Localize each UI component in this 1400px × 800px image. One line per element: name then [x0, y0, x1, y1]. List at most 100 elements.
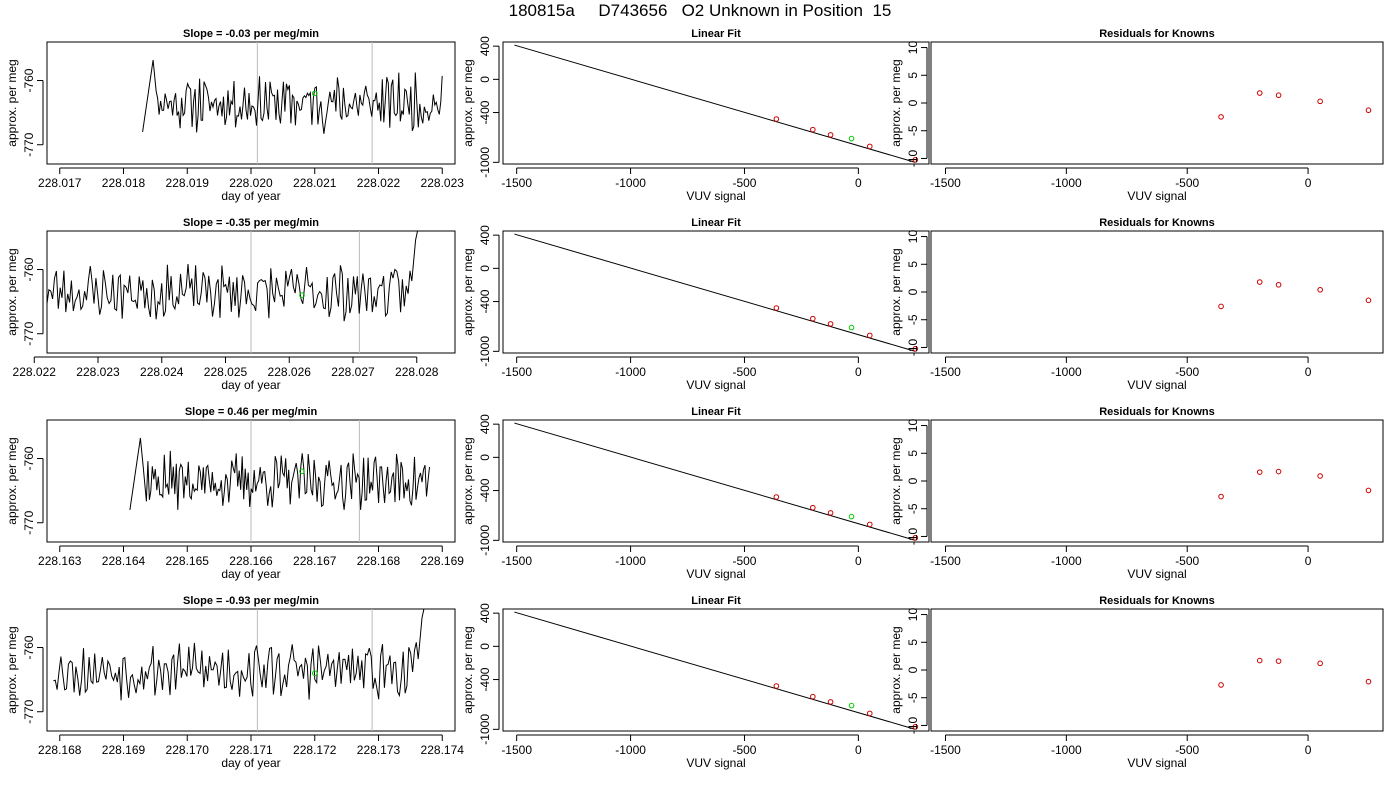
y-axis-label: approx. per meg [889, 626, 903, 713]
linear-fit-title: Linear Fit [691, 217, 741, 229]
y-tick-label: -400 [478, 667, 492, 691]
fit-line [514, 422, 916, 541]
known-standard-point [773, 116, 780, 122]
known-standard-point [912, 345, 919, 352]
y-tick-label: 5 [906, 639, 920, 646]
fit-line [514, 611, 916, 730]
x-tick-label: 228.027 [331, 365, 375, 379]
time-series-plot-frame [46, 41, 456, 165]
x-tick-label: 228.022 [13, 365, 57, 379]
x-axis-label: VUV signal [1127, 756, 1186, 770]
x-tick-label: -500 [732, 176, 756, 190]
y-tick-label: 5 [906, 72, 920, 79]
x-tick-label: -1000 [615, 554, 646, 568]
residual-point [1275, 658, 1282, 664]
known-standard-point [866, 710, 873, 717]
x-tick-label: -1500 [930, 743, 961, 757]
residuals-title: Residuals for Knowns [1099, 28, 1215, 40]
residual-point [1256, 279, 1263, 285]
y-tick-label: 10 [906, 419, 920, 433]
known-standard-point [866, 143, 873, 150]
time-series-trace [53, 608, 430, 701]
linear-fit-plot-frame [502, 41, 930, 165]
y-tick-label: 0 [478, 643, 492, 650]
x-axis-label: day of year [221, 189, 280, 203]
x-tick-label: 228.025 [204, 365, 248, 379]
time-series-trace [46, 230, 424, 322]
y-tick-label: 400 [478, 414, 492, 434]
known-standard-point [810, 693, 816, 700]
x-axis-label: VUV signal [1127, 567, 1186, 581]
y-tick-label: 0 [906, 477, 920, 484]
y-axis-label: approx. per meg [889, 59, 903, 146]
x-tick-label: 228.021 [293, 176, 337, 190]
x-tick-label: -500 [1175, 176, 1199, 190]
known-standard-point [827, 132, 834, 138]
y-tick-label: 10 [906, 41, 920, 55]
residual-point [1256, 90, 1263, 96]
y-tick-label: 0 [478, 76, 492, 83]
known-standard-point [827, 699, 834, 705]
x-tick-label: 228.164 [102, 554, 146, 568]
x-tick-label: 228.168 [38, 743, 82, 757]
y-tick-label: -1000 [478, 336, 492, 367]
y-axis-label: approx. per meg [5, 248, 19, 335]
x-tick-label: 0 [855, 554, 862, 568]
x-axis-label: VUV signal [686, 189, 745, 203]
known-standard-point [866, 521, 873, 528]
unknown-sample-point [848, 702, 855, 709]
residuals-plot-frame [930, 419, 1384, 543]
x-axis-label: VUV signal [1127, 378, 1186, 392]
known-standard-point [810, 315, 816, 322]
unknown-sample-point [299, 468, 305, 475]
y-tick-label: 400 [478, 225, 492, 245]
residuals-title: Residuals for Knowns [1099, 217, 1215, 229]
residual-point [1275, 281, 1282, 288]
y-tick-label: -760 [22, 635, 36, 659]
x-tick-label: -500 [732, 365, 756, 379]
y-tick-label: -770 [22, 321, 36, 345]
y-tick-label: -760 [22, 446, 36, 470]
y-tick-label: 400 [478, 603, 492, 623]
residual-point [1256, 657, 1263, 664]
known-standard-point [827, 321, 834, 327]
residual-point [1365, 297, 1372, 304]
linear-fit-plot-frame [502, 419, 930, 543]
residual-point [1317, 286, 1323, 293]
y-axis-label: approx. per meg [5, 59, 19, 146]
x-tick-label: 228.024 [140, 365, 184, 379]
time-series-title: Slope = -0.03 per meg/min [183, 28, 319, 40]
residual-point [1218, 303, 1224, 310]
y-axis-label: approx. per meg [5, 626, 19, 713]
x-tick-label: 0 [1305, 176, 1312, 190]
x-tick-label: 0 [855, 743, 862, 757]
y-axis-label: approx. per meg [461, 626, 475, 713]
x-tick-label: 0 [855, 176, 862, 190]
y-axis-label: approx. per meg [461, 59, 475, 146]
known-standard-point [773, 494, 780, 500]
x-tick-label: 0 [855, 365, 862, 379]
x-tick-label: 228.020 [229, 176, 273, 190]
x-tick-label: 0 [1305, 365, 1312, 379]
y-tick-label: -400 [478, 100, 492, 124]
x-axis-label: VUV signal [1127, 189, 1186, 203]
x-tick-label: -1000 [1051, 365, 1082, 379]
x-tick-label: 0 [1305, 743, 1312, 757]
residual-point [1317, 473, 1323, 479]
y-tick-label: -770 [22, 699, 36, 723]
x-tick-label: 228.169 [421, 554, 465, 568]
residual-point [1317, 660, 1323, 667]
known-standard-point [912, 723, 919, 730]
unknown-sample-point [299, 292, 305, 299]
time-series-plot-frame [46, 608, 456, 732]
x-tick-label: 228.170 [166, 743, 210, 757]
y-tick-label: 0 [478, 454, 492, 461]
residual-point [1218, 493, 1224, 500]
x-axis-label: VUV signal [686, 567, 745, 581]
y-tick-label: 10 [906, 230, 920, 244]
y-tick-label: -10 [906, 149, 920, 167]
x-axis-label: day of year [221, 378, 280, 392]
y-tick-label: 5 [906, 261, 920, 268]
x-tick-label: -500 [732, 743, 756, 757]
y-tick-label: -10 [906, 716, 920, 734]
